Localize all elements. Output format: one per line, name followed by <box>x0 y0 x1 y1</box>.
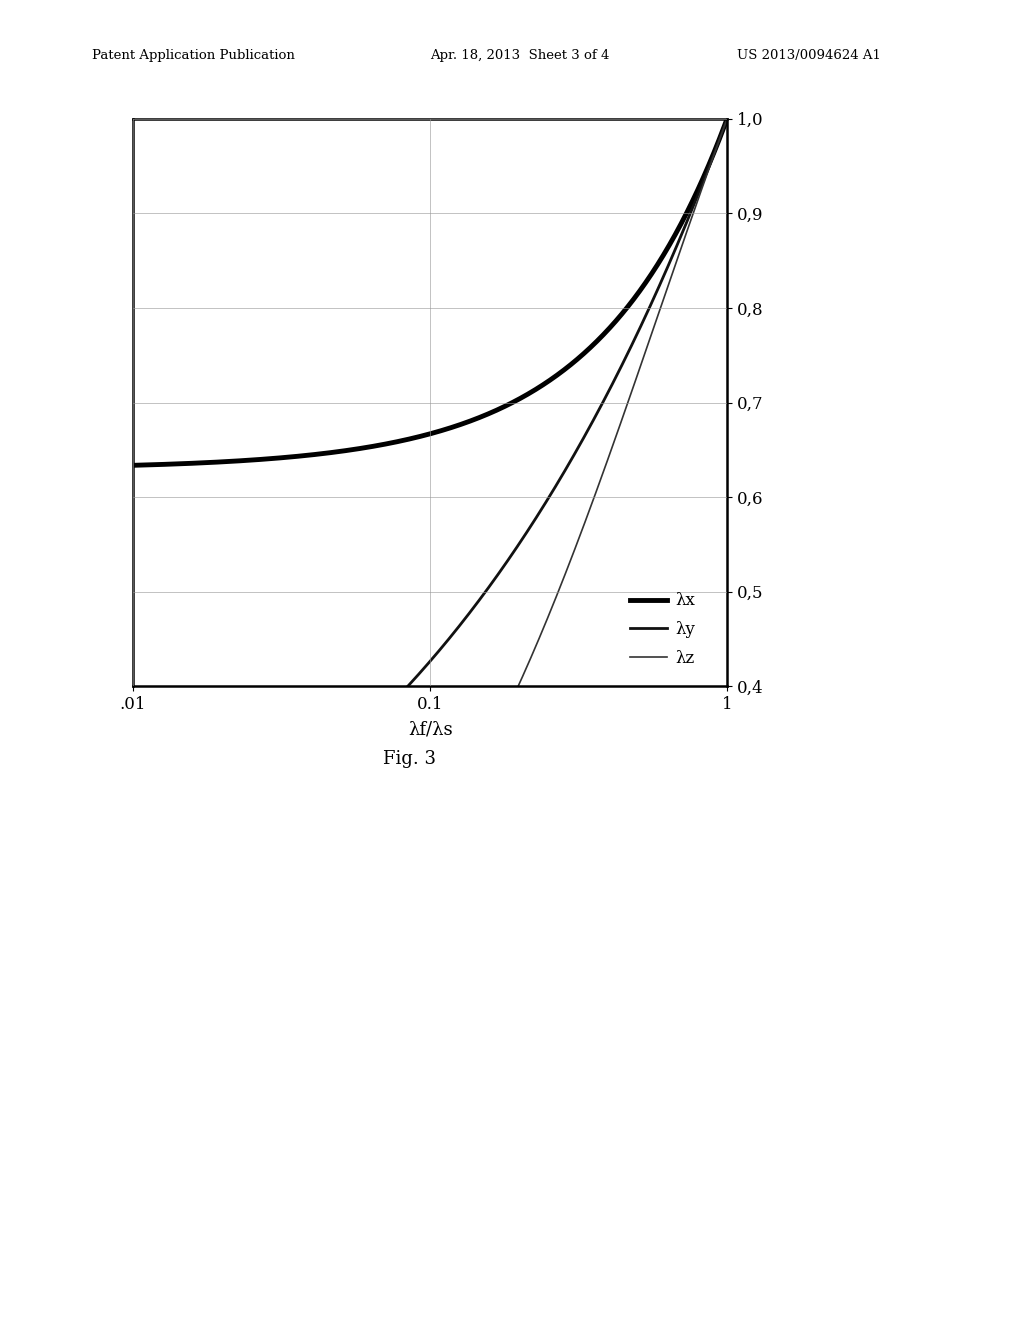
Text: Fig. 3: Fig. 3 <box>383 750 436 768</box>
Legend: λx, λy, λz: λx, λy, λz <box>630 593 695 667</box>
Text: US 2013/0094624 A1: US 2013/0094624 A1 <box>737 49 882 62</box>
Text: Apr. 18, 2013  Sheet 3 of 4: Apr. 18, 2013 Sheet 3 of 4 <box>430 49 609 62</box>
X-axis label: λf/λs: λf/λs <box>408 721 453 738</box>
Text: Patent Application Publication: Patent Application Publication <box>92 49 295 62</box>
